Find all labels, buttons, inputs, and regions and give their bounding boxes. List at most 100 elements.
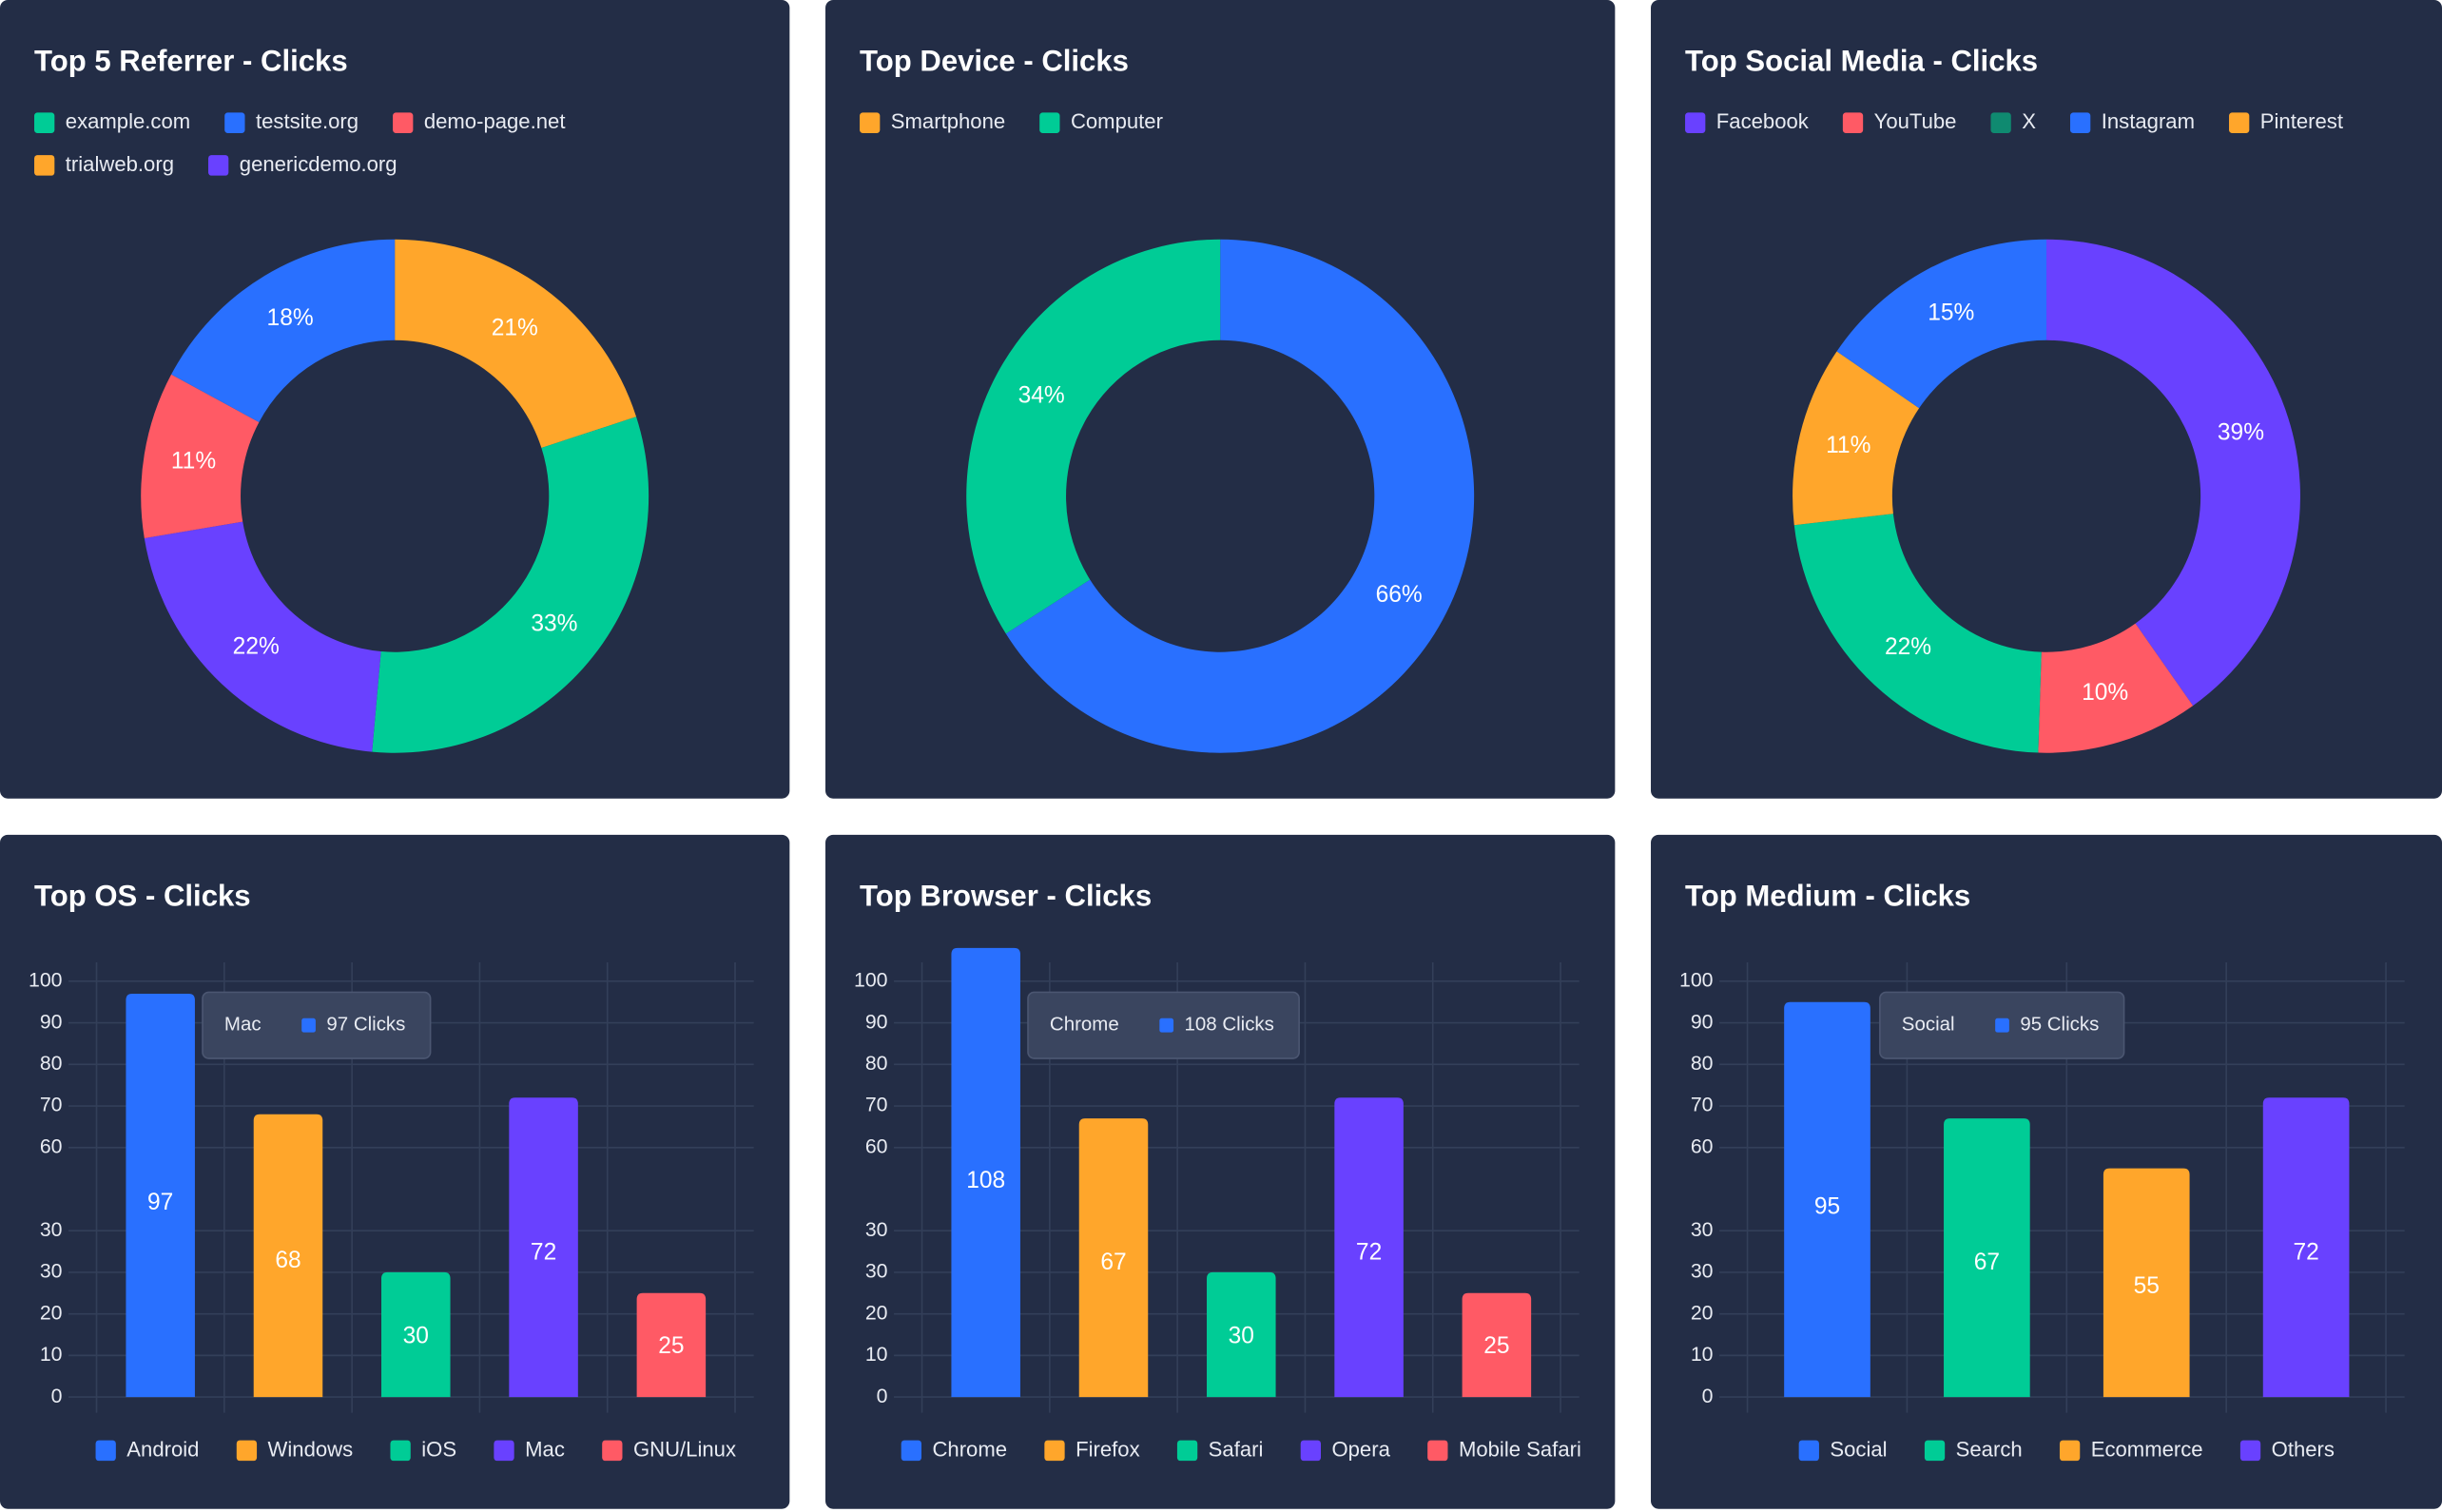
tooltip-swatch — [1995, 1018, 2009, 1033]
legend-swatch — [1176, 1440, 1198, 1462]
bar — [1078, 1118, 1149, 1398]
tooltip: Mac 97 Clicks — [202, 991, 432, 1059]
legend-item: example.com — [34, 109, 190, 133]
legend-label: X — [2022, 109, 2036, 133]
legend-item: Chrome — [901, 1437, 1007, 1461]
bar-value-label: 72 — [531, 1239, 556, 1265]
legend-item: Instagram — [2070, 109, 2195, 133]
legend-label: Smartphone — [891, 109, 1005, 133]
panel — [0, 834, 790, 1509]
bar-value-label: 97 — [147, 1190, 173, 1215]
bar — [1207, 1271, 1276, 1398]
donut-slice — [1793, 351, 1920, 526]
bar — [381, 1271, 451, 1398]
y-tick-label: 20 — [865, 1301, 888, 1324]
legend-swatch — [602, 1440, 623, 1462]
legend-item: Smartphone — [860, 109, 1005, 133]
y-tick-label: 80 — [40, 1052, 63, 1075]
y-tick-label: 70 — [865, 1094, 888, 1116]
y-tick-label: 100 — [854, 968, 888, 991]
legend-label: testsite.org — [256, 109, 359, 133]
tooltip-box — [202, 991, 432, 1059]
legend-label: Mac — [525, 1437, 565, 1461]
legend-item: Others — [2239, 1437, 2335, 1462]
legend-label: Others — [2272, 1437, 2335, 1461]
legend-item: genericdemo.org — [208, 152, 397, 176]
tooltip-swatch — [301, 1018, 316, 1033]
donut-slice — [141, 374, 260, 538]
legend-swatch — [393, 112, 414, 133]
legend-item: X — [1990, 109, 2036, 133]
legend-label: Instagram — [2102, 109, 2195, 133]
legend-label: Chrome — [932, 1437, 1007, 1461]
bar — [2262, 1097, 2350, 1398]
legend-swatch — [34, 155, 55, 176]
legend-item: Android — [95, 1437, 199, 1462]
y-tick-label: 60 — [1691, 1134, 1714, 1157]
panel — [825, 834, 1616, 1509]
bar-value-label: 72 — [2293, 1239, 2318, 1265]
legend-swatch — [2229, 112, 2250, 133]
y-tick-label: 30 — [1691, 1218, 1714, 1241]
tooltip-text: 97 Clicks — [326, 1014, 405, 1036]
legend-item: Social — [1798, 1437, 1888, 1461]
bar-value-label: 25 — [1483, 1333, 1509, 1359]
slice-label: 22% — [233, 633, 280, 659]
slice-label: 15% — [1928, 300, 1974, 325]
bar-value-label: 30 — [1229, 1324, 1254, 1349]
legend-swatch — [236, 1440, 258, 1462]
bar — [2103, 1168, 2190, 1398]
legend-label: Mobile Safari — [1459, 1437, 1581, 1461]
legend-swatch — [1990, 112, 2011, 133]
bar-value-label: 30 — [403, 1324, 429, 1349]
donut-slice — [1836, 239, 2047, 409]
legend-item: demo-page.net — [393, 109, 566, 133]
legend-item: iOS — [390, 1437, 456, 1461]
legend-label: trialweb.org — [66, 152, 174, 176]
legend-item: Windows — [236, 1437, 353, 1462]
tooltip-title: Mac — [224, 1014, 262, 1036]
y-tick-label: 70 — [1691, 1094, 1714, 1116]
legend-swatch — [2239, 1440, 2261, 1462]
slice-label: 10% — [2082, 680, 2128, 706]
legend-swatch — [95, 1440, 116, 1462]
legend-item: Facebook — [1685, 109, 1810, 133]
tooltip-title: Social — [1902, 1014, 1955, 1036]
bar — [951, 947, 1020, 1398]
legend-item: Ecommerce — [2059, 1437, 2203, 1462]
legend-item: Mac — [494, 1437, 565, 1461]
y-tick-label: 20 — [40, 1301, 63, 1324]
legend-label: GNU/Linux — [633, 1437, 736, 1461]
legend-item: trialweb.org — [34, 152, 174, 176]
y-tick-label: 90 — [1691, 1010, 1714, 1033]
bar-value-label: 67 — [1974, 1250, 2000, 1275]
legend-swatch — [1842, 112, 1864, 133]
y-tick-label: 70 — [40, 1094, 63, 1116]
y-tick-label: 100 — [29, 968, 63, 991]
y-tick-label: 0 — [51, 1385, 63, 1407]
tooltip: Social 95 Clicks — [1879, 991, 2125, 1059]
donut-slice — [372, 417, 649, 753]
legend-item: Firefox — [1044, 1437, 1140, 1461]
legend-label: Search — [1956, 1437, 2023, 1461]
donut-slice — [1005, 239, 1475, 753]
legend-swatch — [2059, 1440, 2081, 1462]
legend-label: Firefox — [1076, 1437, 1140, 1461]
legend-label: Android — [126, 1437, 199, 1461]
bar — [1334, 1097, 1404, 1398]
legend: Chrome Firefox Safari Opera Mobile Safari — [901, 1437, 1581, 1461]
legend-label: iOS — [421, 1437, 456, 1461]
tooltip-title: Chrome — [1050, 1014, 1119, 1036]
legend-item: Opera — [1300, 1437, 1391, 1461]
bar-value-label: 108 — [966, 1168, 1005, 1193]
bar — [636, 1292, 707, 1398]
legend-item: Search — [1924, 1437, 2023, 1461]
chart-title: Top Medium - Clicks — [1685, 879, 1970, 912]
legend-swatch — [1427, 1440, 1448, 1462]
legend-item: Pinterest — [2229, 109, 2344, 133]
legend-item: GNU/Linux — [602, 1437, 736, 1461]
donut-slice — [2038, 623, 2194, 753]
y-tick-label: 0 — [1702, 1385, 1714, 1407]
legend-label: Pinterest — [2260, 109, 2344, 133]
